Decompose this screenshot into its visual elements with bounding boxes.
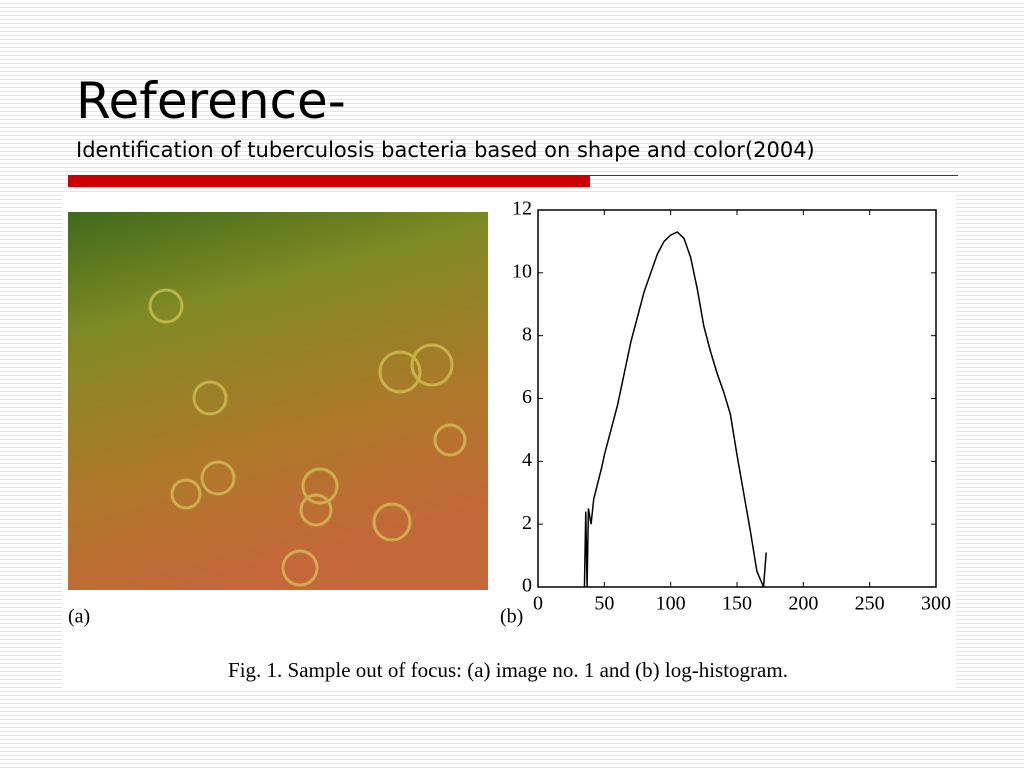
- y-tick-label: 6: [522, 386, 532, 408]
- panel-label: (a): [68, 606, 90, 628]
- title: Reference-: [76, 72, 346, 130]
- x-tick-label: 50: [594, 593, 614, 615]
- y-tick-label: 0: [522, 575, 532, 597]
- panel-label: (b): [500, 606, 523, 628]
- y-tick-label: 4: [522, 449, 532, 471]
- histogram-line: [583, 231, 767, 588]
- bacteria-blobs: [148, 288, 467, 587]
- x-tick-label: 0: [533, 593, 543, 615]
- accent-bar: [68, 175, 590, 187]
- x-tick-label: 200: [788, 593, 818, 615]
- y-tick-label: 10: [512, 260, 532, 282]
- subtitle: Identification of tuberculosis bacteria …: [76, 138, 815, 162]
- x-tick-label: 100: [656, 593, 686, 615]
- caption: Fig. 1. Sample out of focus: (a) image n…: [228, 658, 788, 682]
- x-tick-label: 150: [722, 593, 752, 615]
- x-tick-label: 300: [921, 593, 951, 615]
- y-tick-label: 12: [512, 198, 532, 220]
- y-tick-label: 2: [522, 512, 532, 534]
- y-tick-label: 8: [522, 323, 532, 345]
- microscope-image: [68, 212, 488, 590]
- accent-line: [590, 175, 958, 176]
- x-tick-label: 250: [855, 593, 885, 615]
